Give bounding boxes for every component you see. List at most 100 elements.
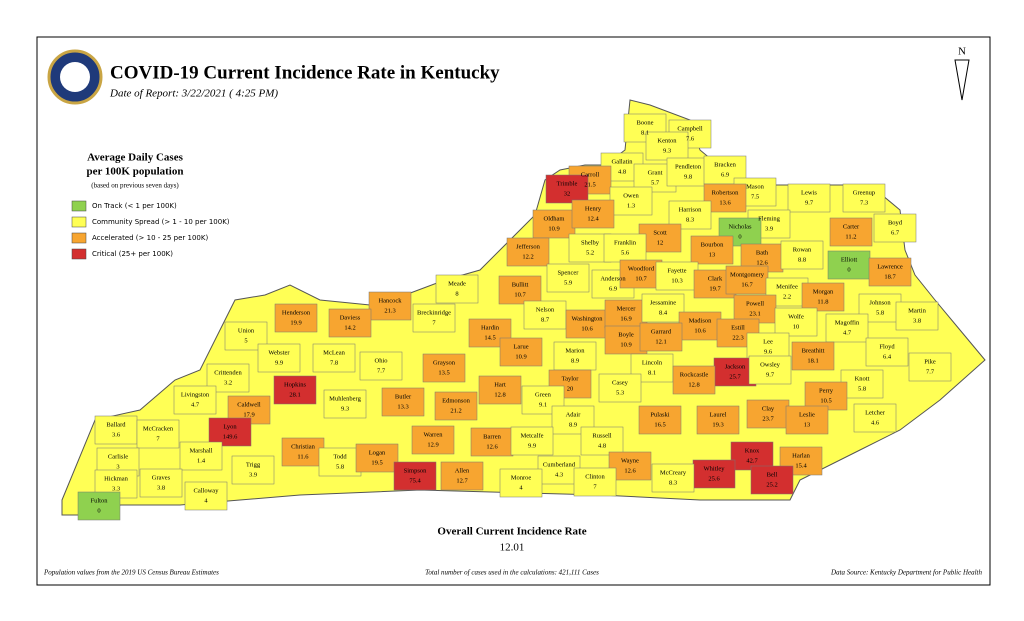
- county-value: 4.3: [555, 471, 563, 478]
- county-value: 7.5: [751, 193, 759, 200]
- county: [257, 343, 301, 373]
- county-name: Estill: [731, 324, 745, 331]
- county: [678, 311, 722, 341]
- county-value: 9.9: [275, 359, 283, 366]
- county: [312, 343, 356, 373]
- county-value: 6.7: [891, 229, 900, 236]
- county-name: Pike: [924, 358, 936, 365]
- county: [655, 261, 699, 291]
- county: [411, 425, 455, 455]
- county-name: Logan: [369, 449, 386, 456]
- county-value: 18.1: [807, 357, 818, 364]
- county-value: 9.7: [805, 199, 814, 206]
- county: [179, 441, 223, 471]
- county-name: Allen: [455, 467, 470, 474]
- county-name: Bell: [767, 471, 778, 478]
- county-value: 10.9: [515, 353, 526, 360]
- county: [746, 399, 790, 429]
- county-name: Boyle: [618, 331, 634, 338]
- county-name: Ballard: [106, 421, 126, 428]
- county: [94, 415, 138, 445]
- county-value: 149.6: [223, 433, 238, 440]
- county-name: Powell: [746, 300, 764, 307]
- county-value: 11.6: [297, 453, 309, 460]
- county-name: Russell: [592, 432, 611, 439]
- county-value: 4: [519, 484, 523, 491]
- county: [498, 275, 542, 305]
- county-name: Floyd: [879, 343, 895, 350]
- county-value: 8.4: [659, 309, 668, 316]
- county: [895, 301, 939, 331]
- legend-note: (based on previous seven days): [91, 182, 179, 190]
- county-name: Garrard: [651, 328, 672, 335]
- county-value: 6.9: [609, 285, 617, 292]
- county-value: 12.6: [624, 467, 636, 474]
- county-value: 21.3: [384, 307, 395, 314]
- county-value: 0: [97, 507, 100, 514]
- county: [545, 174, 589, 204]
- county-value: 3.8: [157, 484, 165, 491]
- county-value: 9.6: [764, 348, 773, 355]
- county: [641, 293, 685, 323]
- county: [692, 459, 736, 489]
- county-name: Edmonson: [442, 397, 471, 404]
- county-value: 16.7: [741, 281, 753, 288]
- county-value: 10.5: [820, 397, 831, 404]
- county-value: 7.8: [330, 359, 338, 366]
- county: [546, 263, 590, 293]
- county: [478, 375, 522, 405]
- county-name: Ohio: [375, 357, 388, 364]
- county: [774, 307, 818, 337]
- county-value: 2.2: [783, 293, 791, 300]
- county-name: Woodford: [628, 265, 655, 272]
- county-name: Adair: [566, 411, 582, 418]
- county-name: Carter: [843, 223, 860, 230]
- county-name: Hopkins: [284, 381, 307, 388]
- county-name: Johnson: [869, 299, 891, 306]
- county-name: Mercer: [617, 305, 637, 312]
- county-value: 10.7: [635, 275, 647, 282]
- county-value: 12.6: [756, 259, 768, 266]
- county: [537, 455, 581, 485]
- county: [381, 387, 425, 417]
- footer-right: Data Source: Kentucky Department for Pub…: [830, 569, 982, 577]
- county-value: 3.2: [224, 379, 232, 386]
- county-value: 21.5: [584, 181, 595, 188]
- county-value: 7.6: [686, 135, 695, 142]
- county-name: Rowan: [793, 246, 812, 253]
- county: [506, 237, 550, 267]
- county-name: Muhlenberg: [329, 395, 361, 402]
- county-value: 9.3: [663, 147, 671, 154]
- county-value: 7: [593, 483, 597, 490]
- county-value: 5.8: [336, 463, 344, 470]
- county-name: Lee: [763, 338, 773, 345]
- county: [908, 352, 952, 382]
- overall-value: 12.01: [500, 542, 525, 554]
- county: [609, 186, 653, 216]
- county-name: Robertson: [712, 189, 739, 196]
- county: [318, 447, 362, 477]
- county-name: Oldham: [544, 215, 565, 222]
- county: [274, 303, 318, 333]
- county-name: Pendleton: [675, 163, 702, 170]
- county: [139, 468, 183, 498]
- county-name: Graves: [152, 474, 171, 481]
- county-value: 8.7: [541, 316, 550, 323]
- county-name: Caldwell: [237, 401, 261, 408]
- county-value: 8: [455, 290, 458, 297]
- county-value: 12: [657, 239, 664, 246]
- county-value: 10: [793, 323, 800, 330]
- county-value: 7: [156, 435, 160, 442]
- county-name: Christian: [291, 443, 316, 450]
- county-value: 9.1: [539, 401, 547, 408]
- county: [499, 337, 543, 367]
- county-value: 5.2: [586, 249, 594, 256]
- county-name: McLean: [323, 349, 345, 356]
- county: [208, 417, 252, 447]
- county-name: Scott: [653, 229, 667, 236]
- county: [510, 426, 554, 456]
- county: [791, 341, 835, 371]
- county-name: Meade: [448, 280, 466, 287]
- county: [730, 441, 774, 471]
